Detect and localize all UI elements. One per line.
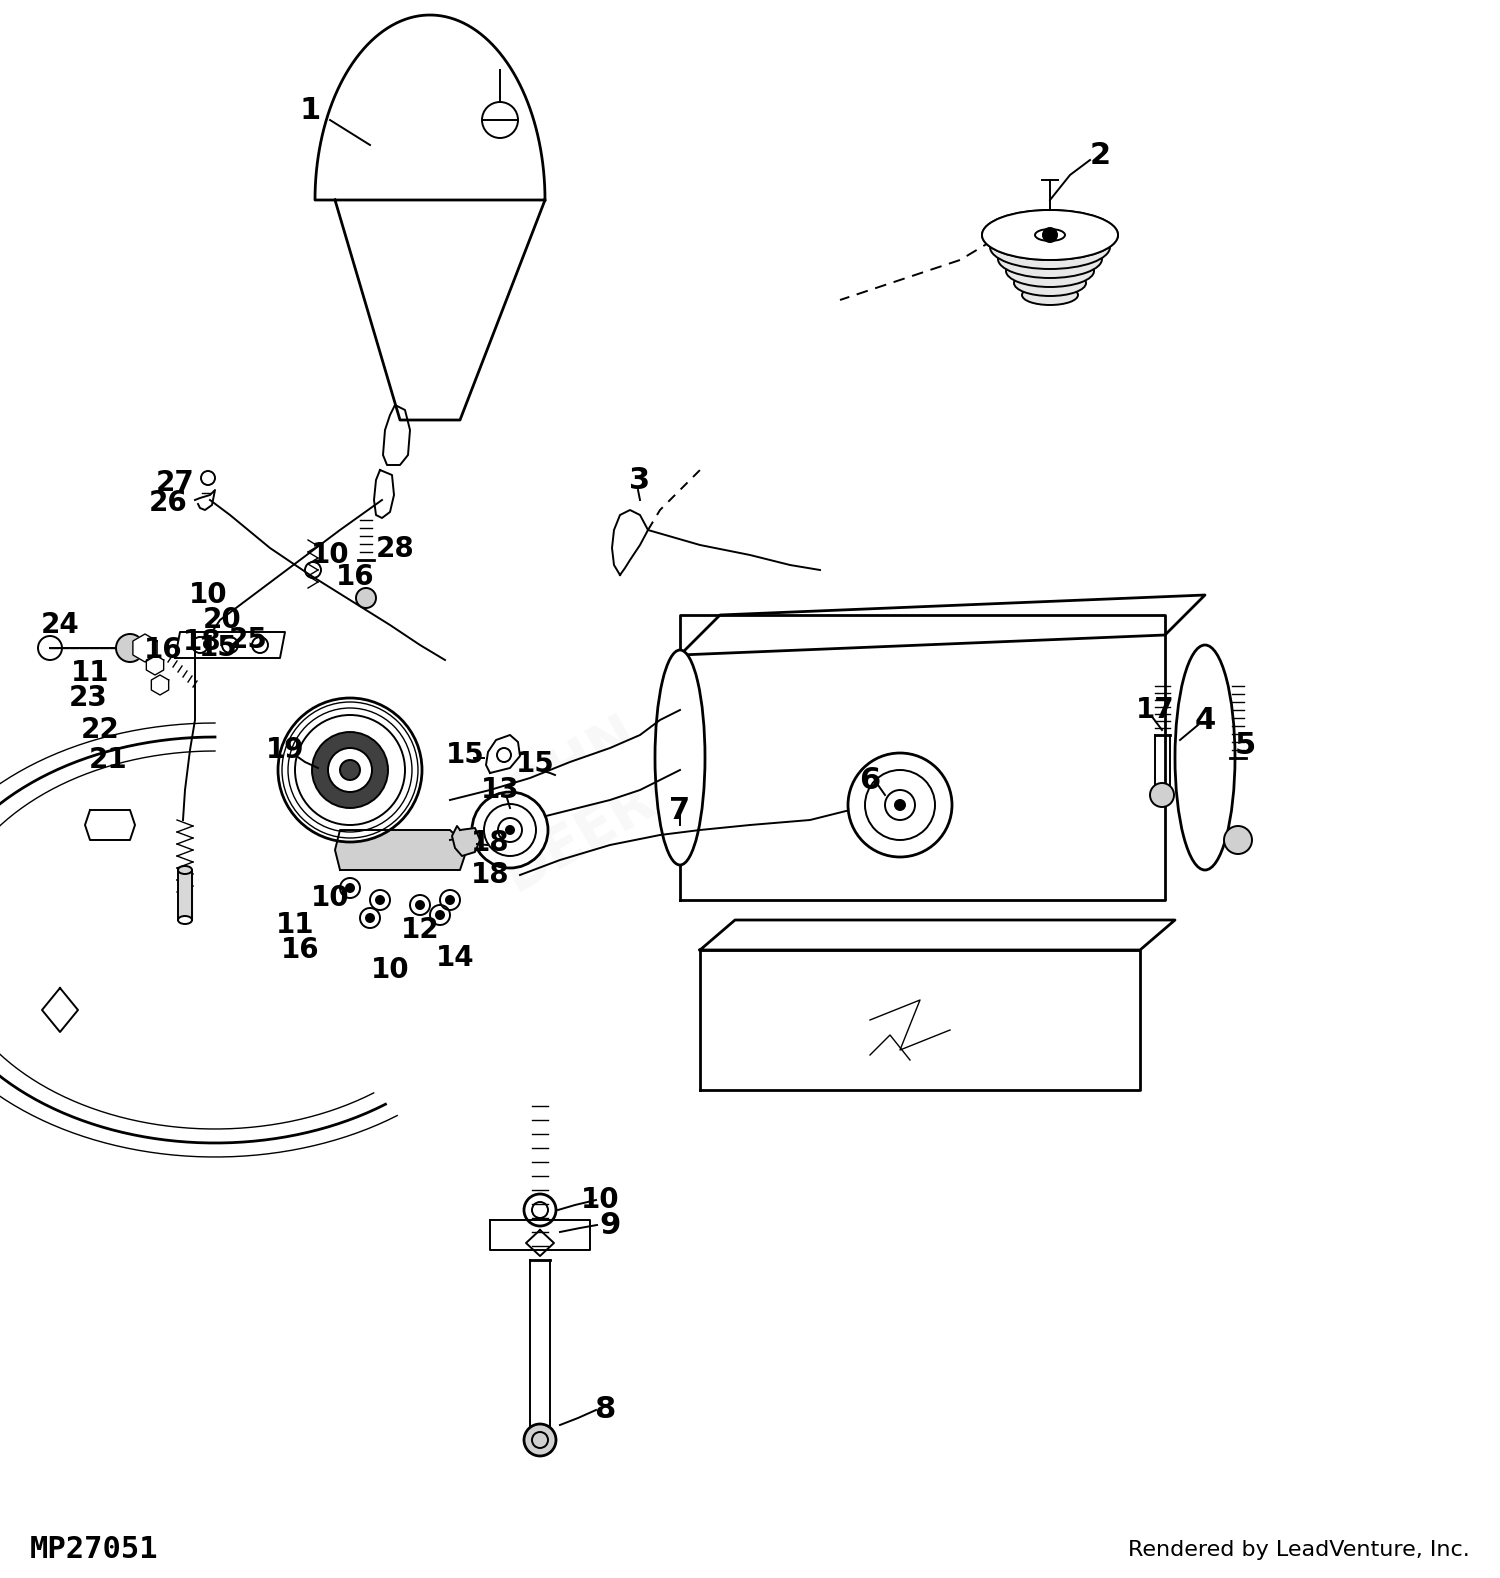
Circle shape	[116, 634, 144, 663]
Circle shape	[356, 589, 376, 608]
Polygon shape	[152, 675, 168, 694]
Text: Rendered by LeadVenture, Inc.: Rendered by LeadVenture, Inc.	[1128, 1540, 1470, 1561]
Polygon shape	[700, 950, 1140, 1090]
Polygon shape	[334, 830, 465, 869]
Text: 18: 18	[471, 828, 510, 857]
Ellipse shape	[656, 650, 705, 865]
Text: 16: 16	[144, 636, 183, 664]
Polygon shape	[134, 634, 158, 663]
Polygon shape	[147, 655, 164, 675]
Text: 19: 19	[266, 735, 305, 764]
Text: 23: 23	[69, 683, 108, 712]
Text: 15: 15	[446, 742, 485, 768]
Ellipse shape	[1014, 270, 1086, 297]
Text: 17: 17	[1136, 696, 1174, 724]
Text: 24: 24	[40, 611, 80, 639]
Text: JOHN
DEERE: JOHN DEERE	[464, 699, 698, 901]
Polygon shape	[86, 810, 135, 839]
Text: MP27051: MP27051	[30, 1535, 159, 1564]
Polygon shape	[178, 869, 192, 920]
Text: 14: 14	[435, 944, 474, 972]
Text: 22: 22	[81, 716, 120, 743]
Text: 21: 21	[88, 746, 128, 773]
Polygon shape	[490, 1220, 590, 1250]
Text: 11: 11	[70, 660, 110, 686]
Ellipse shape	[1022, 286, 1078, 305]
Ellipse shape	[982, 210, 1118, 260]
Text: 1: 1	[300, 96, 321, 125]
Ellipse shape	[998, 240, 1102, 278]
Circle shape	[446, 895, 454, 906]
Text: 13: 13	[480, 776, 519, 805]
Text: 6: 6	[859, 765, 880, 794]
Circle shape	[312, 732, 388, 808]
Polygon shape	[486, 735, 520, 773]
Circle shape	[328, 748, 372, 792]
Circle shape	[894, 798, 906, 811]
Polygon shape	[680, 595, 1204, 655]
Polygon shape	[315, 16, 544, 420]
Text: 3: 3	[630, 466, 651, 494]
Text: 16: 16	[280, 936, 320, 964]
Ellipse shape	[990, 226, 1110, 268]
Polygon shape	[176, 633, 285, 658]
Ellipse shape	[1174, 645, 1234, 869]
Text: 5: 5	[1234, 731, 1256, 759]
Text: 2: 2	[1089, 140, 1110, 169]
Text: 9: 9	[600, 1210, 621, 1239]
Circle shape	[1150, 783, 1174, 806]
Circle shape	[1042, 227, 1058, 243]
Circle shape	[524, 1423, 556, 1456]
Text: 7: 7	[669, 795, 690, 824]
Text: 10: 10	[370, 956, 410, 985]
Text: 11: 11	[276, 911, 315, 939]
Text: 10: 10	[189, 581, 228, 609]
Circle shape	[1224, 825, 1252, 854]
Circle shape	[416, 899, 424, 911]
Text: 18: 18	[471, 862, 510, 888]
Circle shape	[847, 753, 952, 857]
Text: 10: 10	[310, 541, 350, 570]
Text: 15: 15	[198, 634, 237, 663]
Polygon shape	[680, 615, 1166, 899]
Text: 18: 18	[183, 628, 222, 656]
Circle shape	[472, 792, 548, 868]
Ellipse shape	[178, 915, 192, 925]
Text: 25: 25	[228, 626, 267, 653]
Circle shape	[435, 911, 445, 920]
Polygon shape	[452, 825, 480, 855]
Text: 12: 12	[400, 915, 439, 944]
Circle shape	[506, 825, 515, 835]
Text: 8: 8	[594, 1395, 615, 1425]
Polygon shape	[700, 920, 1174, 950]
Text: 16: 16	[336, 563, 375, 592]
Ellipse shape	[1007, 256, 1094, 287]
Polygon shape	[612, 510, 648, 574]
Text: 10: 10	[580, 1187, 620, 1213]
Ellipse shape	[178, 866, 192, 874]
Text: 27: 27	[156, 469, 195, 497]
Text: 26: 26	[148, 489, 188, 518]
Text: 28: 28	[375, 535, 414, 563]
Text: 10: 10	[310, 884, 350, 912]
Circle shape	[340, 761, 360, 780]
Circle shape	[278, 697, 422, 843]
Text: 20: 20	[202, 606, 242, 634]
Polygon shape	[450, 710, 680, 839]
Text: 15: 15	[516, 750, 555, 778]
Circle shape	[375, 895, 386, 906]
Circle shape	[345, 884, 355, 893]
Text: 4: 4	[1194, 705, 1215, 734]
Polygon shape	[382, 406, 410, 466]
Circle shape	[364, 914, 375, 923]
Polygon shape	[374, 470, 394, 518]
